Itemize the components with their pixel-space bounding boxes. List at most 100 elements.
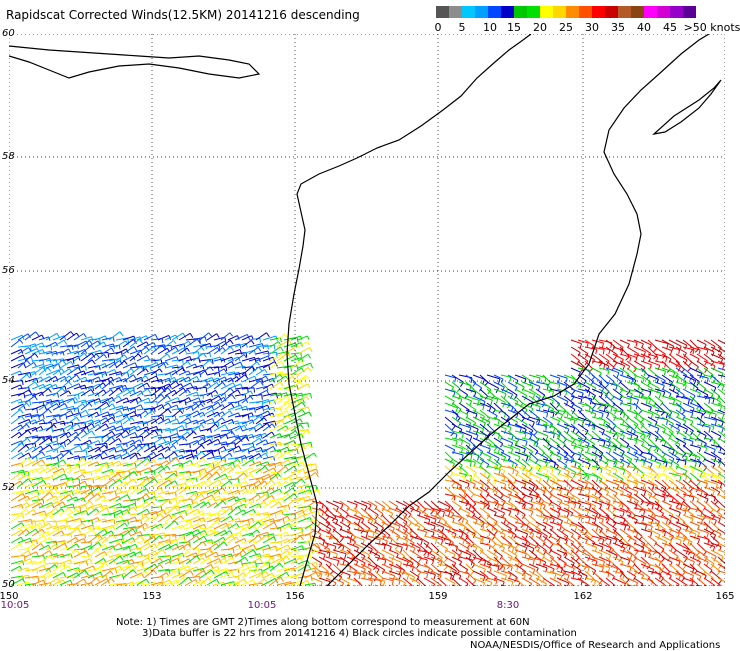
wind-barb (318, 507, 330, 521)
wind-barb (129, 484, 145, 490)
wind-barb (458, 430, 473, 442)
wind-barb (59, 410, 74, 418)
wind-barb (675, 542, 689, 555)
wind-barb (500, 500, 513, 511)
wind-barb (640, 430, 651, 438)
wind-barb (451, 395, 463, 404)
wind-barb (269, 407, 282, 413)
wind-barb (549, 542, 563, 551)
wind-barb (136, 382, 150, 390)
wind-barb (150, 465, 166, 474)
wind-barb (136, 430, 150, 439)
wind-barb (500, 444, 514, 454)
wind-barb (605, 507, 617, 521)
wind-barb (479, 444, 491, 454)
wind-barb (479, 507, 491, 520)
wind-barb (570, 444, 584, 454)
wind-barb (598, 367, 610, 375)
wind-barb (248, 447, 264, 453)
wind-barb (269, 360, 285, 369)
pass-time: 10:05 (247, 600, 277, 611)
wind-barb (122, 439, 136, 446)
wind-barb (717, 416, 725, 430)
wind-barb (31, 367, 47, 376)
wind-barb (654, 339, 669, 350)
wind-barb (367, 542, 379, 557)
wind-barb (66, 383, 82, 390)
wind-barb (465, 458, 476, 467)
wind-barb (24, 575, 40, 582)
wind-barb (157, 372, 172, 379)
wind-barb (619, 374, 634, 385)
wind-barb (248, 380, 264, 390)
wind-barb (17, 389, 33, 397)
wind-barb (563, 402, 576, 415)
wind-barb (136, 522, 149, 530)
wind-barb (654, 353, 668, 363)
wind-barb (38, 522, 52, 530)
wind-barb (45, 564, 59, 572)
wind-barb (255, 452, 269, 460)
wind-barb (514, 430, 527, 439)
wind-barb (227, 506, 242, 516)
wind-barb (206, 423, 219, 432)
wind-barb (66, 350, 80, 356)
wind-barb (689, 444, 701, 453)
scale-label: 10 (483, 21, 497, 34)
wind-barb (563, 465, 577, 478)
wind-barb (234, 572, 247, 579)
wind-barb (220, 387, 235, 397)
wind-barb (129, 353, 142, 362)
wind-barb (493, 451, 507, 462)
wind-barb (626, 360, 637, 373)
wind-barb (535, 458, 548, 468)
wind-barb (297, 362, 314, 369)
wind-barb (73, 450, 88, 456)
wind-barb (549, 493, 563, 506)
wind-barb (528, 423, 538, 436)
wind-barb (73, 480, 88, 488)
wind-barb (703, 479, 718, 490)
wind-barb (115, 388, 132, 397)
wind-barb (549, 374, 561, 383)
lat-label: 50 (2, 579, 15, 590)
wind-barb (255, 465, 269, 474)
wind-barb (80, 565, 96, 572)
wind-barb (38, 388, 52, 397)
wind-barb (199, 398, 213, 404)
wind-barb (591, 339, 604, 348)
wind-barb (472, 493, 487, 504)
wind-barb (52, 368, 65, 376)
wind-barb (710, 381, 725, 391)
wind-barb (73, 490, 87, 496)
wind-barb (577, 402, 591, 412)
wind-barb (108, 395, 122, 404)
wind-barb (717, 374, 725, 378)
wind-barb (178, 340, 192, 348)
wind-barb (269, 471, 283, 477)
wind-barb (458, 409, 469, 419)
wind-barb (171, 343, 186, 349)
wind-barb (45, 487, 58, 495)
wind-barb (409, 549, 423, 563)
wind-barb (598, 437, 611, 448)
wind-barb (150, 506, 163, 511)
wind-barb (24, 427, 38, 432)
wind-barb (66, 509, 81, 516)
wind-barb (514, 437, 528, 447)
note-line: 3)Data buffer is 22 hrs from 20141216 4)… (142, 628, 577, 639)
wind-barb (626, 479, 638, 488)
scale-label: 5 (458, 21, 466, 34)
wind-barb (122, 407, 137, 413)
wind-barb (521, 507, 534, 516)
wind-barb (157, 334, 172, 341)
wind-barb (283, 336, 299, 343)
wind-barb (458, 458, 472, 467)
wind-barb (59, 381, 73, 390)
wind-map-canvas (9, 34, 725, 586)
wind-barb (150, 487, 164, 495)
wind-barb (486, 465, 501, 475)
wind-barb (290, 335, 303, 341)
wind-barb (199, 383, 212, 390)
wind-barb (514, 514, 525, 529)
